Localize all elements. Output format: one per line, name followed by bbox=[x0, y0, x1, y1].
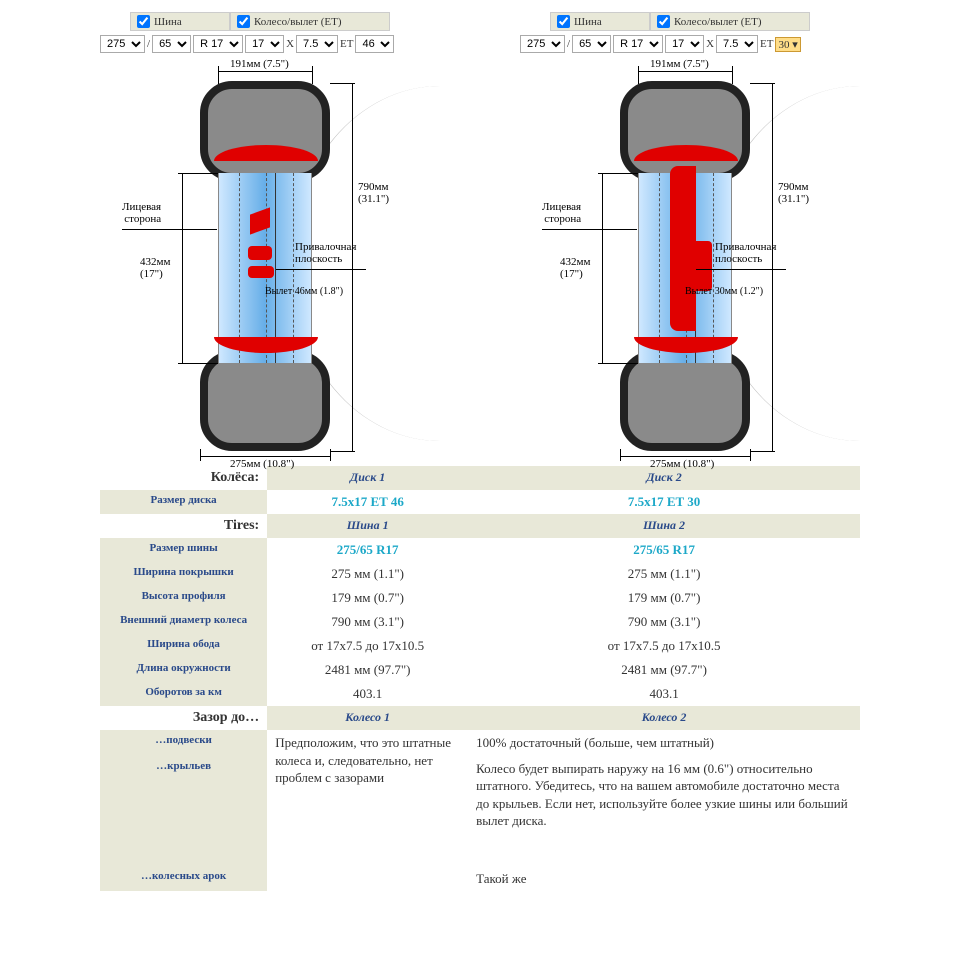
val-rim-w-2: от 17x7.5 до 17x10.5 bbox=[468, 634, 860, 658]
label-top-width: 191мм (7.5") bbox=[650, 58, 709, 70]
row-susp: …подвески bbox=[100, 730, 267, 756]
val-tread-w-1: 275 мм (1.1") bbox=[267, 562, 468, 586]
row-rev: Оборотов за км bbox=[100, 682, 267, 706]
col-tire2: Шина 2 bbox=[468, 514, 860, 538]
val-profile-h-2: 179 мм (0.7") bbox=[468, 586, 860, 610]
tire-bottom bbox=[200, 351, 330, 451]
row-disk-size: Размер диска bbox=[100, 490, 267, 514]
label-height: 790мм (31.1") bbox=[358, 181, 389, 205]
label-rim-d: 432мм (17") bbox=[140, 256, 170, 280]
check-tire-box[interactable] bbox=[557, 15, 570, 28]
select-et[interactable]: 46 bbox=[355, 35, 394, 53]
txt-col2-arch: Такой же bbox=[468, 866, 860, 892]
label-mounting: Привалочная плоскость bbox=[295, 241, 356, 265]
tire-bottom bbox=[620, 351, 750, 451]
val-od-1: 790 мм (3.1") bbox=[267, 610, 468, 634]
label-offset: Вылет 30мм (1.2") bbox=[685, 286, 763, 297]
checkbox-row: Шина Колесо/вылет (ET) bbox=[550, 12, 860, 31]
val-circ-1: 2481 мм (97.7") bbox=[267, 658, 468, 682]
txt-col2-fender: Колесо будет выпирать наружу на 16 мм (0… bbox=[468, 756, 860, 866]
section-clearance: Зазор до… bbox=[100, 706, 267, 730]
val-od-2: 790 мм (3.1") bbox=[468, 610, 860, 634]
check-wheel-box[interactable] bbox=[657, 15, 670, 28]
label-bottom-width: 275мм (10.8") bbox=[230, 458, 294, 470]
dim-bottom-width bbox=[200, 456, 330, 457]
val-rev-1: 403.1 bbox=[267, 682, 468, 706]
val-tread-w-2: 275 мм (1.1") bbox=[468, 562, 860, 586]
row-tread-w: Ширина покрышки bbox=[100, 562, 267, 586]
tire-diagram: 191мм (7.5") 790мм (31.1") Лицевая сторона… bbox=[540, 61, 840, 456]
selects-row: 275/65R 1717X7.5ET30 ▾ bbox=[520, 35, 860, 53]
row-circ: Длина окружности bbox=[100, 658, 267, 682]
dim-rim-d bbox=[182, 173, 183, 363]
label-mounting: Привалочная плоскость bbox=[715, 241, 776, 265]
label-rim-d: 432мм (17") bbox=[560, 256, 590, 280]
check-tire-label: Шина bbox=[574, 16, 602, 28]
label-height: 790мм (31.1") bbox=[778, 181, 809, 205]
comparison-table: Колёса: Диск 1 Диск 2 Размер диска 7.5x1… bbox=[100, 466, 860, 891]
label-face-side: Лицевая сторона bbox=[122, 201, 161, 225]
check-tire[interactable]: Шина bbox=[130, 12, 230, 31]
tire-diagram: 191мм (7.5") 790мм (31.1") Лицевая сторона… bbox=[120, 61, 420, 456]
row-profile-h: Высота профиля bbox=[100, 586, 267, 610]
panel-2: Шина Колесо/вылет (ET) 275/65R 1717X7.5ET3… bbox=[520, 12, 860, 456]
col-disk1: Диск 1 bbox=[267, 466, 468, 490]
row-rim-w: Ширина обода bbox=[100, 634, 267, 658]
row-od: Внешний диаметр колеса bbox=[100, 610, 267, 634]
val-rim-w-1: от 17x7.5 до 17x10.5 bbox=[267, 634, 468, 658]
select-width[interactable]: 275 bbox=[100, 35, 145, 53]
col-wheel2: Колесо 2 bbox=[468, 706, 860, 730]
dim-top-width bbox=[218, 71, 312, 72]
selects-row: 275/65R 1717X7.5ET46 bbox=[100, 35, 440, 53]
dim-top-width bbox=[638, 71, 732, 72]
select-rim-w[interactable]: 7.5 bbox=[716, 35, 758, 53]
val-profile-h-1: 179 мм (0.7") bbox=[267, 586, 468, 610]
check-tire[interactable]: Шина bbox=[550, 12, 650, 31]
select-rim-d[interactable]: 17 bbox=[245, 35, 284, 53]
val-circ-2: 2481 мм (97.7") bbox=[468, 658, 860, 682]
label-top-width: 191мм (7.5") bbox=[230, 58, 289, 70]
select-aspect[interactable]: 65 bbox=[572, 35, 611, 53]
tire-top bbox=[200, 81, 330, 181]
check-wheel-label: Колесо/вылет (ET) bbox=[254, 16, 342, 28]
select-r[interactable]: R 17 bbox=[193, 35, 243, 53]
dim-rim-d bbox=[602, 173, 603, 363]
val-tire-size-2[interactable]: 275/65 R17 bbox=[468, 538, 860, 562]
select-width[interactable]: 275 bbox=[520, 35, 565, 53]
val-rev-2: 403.1 bbox=[468, 682, 860, 706]
col-tire1: Шина 1 bbox=[267, 514, 468, 538]
select-r[interactable]: R 17 bbox=[613, 35, 663, 53]
top-panels: Шина Колесо/вылет (ET) 275/65R 1717X7.5ET4… bbox=[100, 12, 860, 456]
check-tire-label: Шина bbox=[154, 16, 182, 28]
check-wheel[interactable]: Колесо/вылет (ET) bbox=[650, 12, 810, 31]
checkbox-row: Шина Колесо/вылет (ET) bbox=[130, 12, 440, 31]
val-tire-size-1[interactable]: 275/65 R17 bbox=[267, 538, 468, 562]
label-bottom-width: 275мм (10.8") bbox=[650, 458, 714, 470]
label-offset: Вылет 46мм (1.8") bbox=[265, 286, 343, 297]
select-rim-d[interactable]: 17 bbox=[665, 35, 704, 53]
txt-col1: Предположим, что это штатные колеса и, с… bbox=[267, 730, 468, 891]
val-disk-size-1[interactable]: 7.5x17 ET 46 bbox=[267, 490, 468, 514]
txt-col2-susp: 100% достаточный (больше, чем штатный) bbox=[468, 730, 860, 756]
row-arch: …колесных арок bbox=[100, 866, 267, 892]
label-face-side: Лицевая сторона bbox=[542, 201, 581, 225]
dim-height bbox=[772, 83, 773, 451]
select-aspect[interactable]: 65 bbox=[152, 35, 191, 53]
val-disk-size-2[interactable]: 7.5x17 ET 30 bbox=[468, 490, 860, 514]
check-tire-box[interactable] bbox=[137, 15, 150, 28]
col-wheel1: Колесо 1 bbox=[267, 706, 468, 730]
select-et-highlight[interactable]: 30 ▾ bbox=[775, 37, 800, 52]
row-fender: …крыльев bbox=[100, 756, 267, 866]
dim-height bbox=[352, 83, 353, 451]
check-wheel[interactable]: Колесо/вылет (ET) bbox=[230, 12, 390, 31]
section-tires: Tires: bbox=[100, 514, 267, 538]
panel-1: Шина Колесо/вылет (ET) 275/65R 1717X7.5ET4… bbox=[100, 12, 440, 456]
row-tire-size: Размер шины bbox=[100, 538, 267, 562]
check-wheel-label: Колесо/вылет (ET) bbox=[674, 16, 762, 28]
select-rim-w[interactable]: 7.5 bbox=[296, 35, 338, 53]
check-wheel-box[interactable] bbox=[237, 15, 250, 28]
dim-bottom-width bbox=[620, 456, 750, 457]
